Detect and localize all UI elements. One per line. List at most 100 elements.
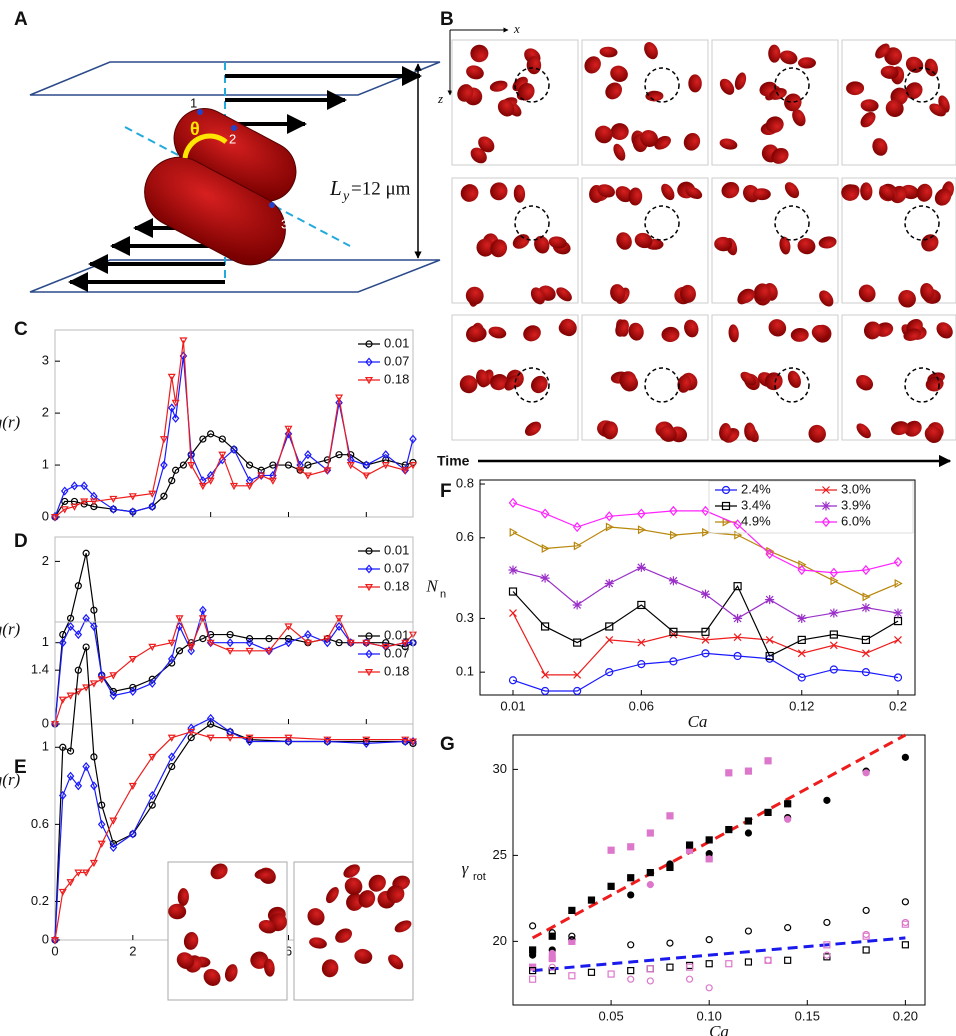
data-point [335,394,344,402]
cell [613,143,626,161]
data-point [509,609,517,617]
cell [470,147,487,164]
data-point [90,491,98,501]
data-point [861,635,871,645]
data-point [861,564,871,576]
data-point [705,936,713,944]
y-tick-label: 0.3 [456,610,474,625]
height-sub: y [341,189,350,204]
cell [884,47,903,66]
data-point [765,635,774,644]
data-point [548,967,556,975]
point-label: 2 [229,131,236,146]
data-point [666,939,674,947]
y-tick-label: 0.8 [456,475,474,490]
data-point [541,670,550,679]
data-point [109,672,118,680]
series-line [512,612,899,676]
data-point [637,600,646,610]
cell [916,183,933,202]
cell [659,425,677,442]
cell [654,135,671,150]
data-point [304,461,312,469]
data-point [245,736,254,747]
data-point [268,477,277,485]
data-point [245,461,254,469]
data-point [167,639,176,647]
legend-marker [364,669,374,677]
data-point [668,576,678,586]
data-point [829,630,838,639]
data-point [346,639,355,647]
data-point [627,843,635,851]
cell [183,931,199,950]
cell [530,375,548,394]
data-point [80,498,89,506]
cell [512,234,530,249]
y-tick-label: 2 [42,553,49,568]
x-tick-label: 0 [51,943,58,958]
cell [559,318,577,337]
data-point [823,951,831,959]
y-tick-label: 0 [42,715,49,730]
y-tick-label: 2 [42,405,49,420]
cell [513,184,526,203]
y-axis-label: g(r) [0,770,21,789]
data-point [893,616,903,626]
data-point [573,638,582,647]
data-point [148,801,156,809]
tracked-circle [514,367,550,403]
plot-frame [54,536,414,725]
data-point [362,736,371,744]
data-point [245,638,254,648]
data-point [381,462,390,470]
cell [176,952,194,970]
data-point [861,668,871,677]
data-point [829,567,839,578]
cell [307,908,325,926]
cell [737,288,755,304]
cell [921,234,939,252]
cell [753,283,771,302]
data-point [862,946,870,954]
bottom-plate [29,259,441,293]
data-point [89,859,98,868]
data-point [797,564,807,576]
cell [634,232,653,249]
data-point [284,461,293,469]
legend-marker [821,516,831,528]
tracked-circle [644,67,680,103]
x-tick-label: 0.06 [629,698,654,713]
data-point [226,630,234,639]
data-point [335,398,343,408]
data-point [167,373,176,381]
data-point [265,635,273,643]
data-point [568,932,576,940]
data-point [199,476,207,486]
data-point [304,630,312,640]
data-point [401,736,410,744]
data-point [733,613,743,623]
data-point [187,646,195,656]
data-point [128,655,137,664]
cell [714,236,733,252]
cell [460,184,479,202]
data-point [346,462,355,470]
data-point [604,578,614,589]
data-point [82,869,91,877]
data-point [226,647,235,656]
data-point [823,918,831,927]
data-point [646,965,654,973]
cell [530,287,546,305]
data-point [245,635,254,643]
cell [677,374,692,393]
data-point [172,466,180,474]
cell [811,324,830,341]
x-tick-label: 0.10 [697,1008,722,1023]
cell [490,374,508,391]
data-point [765,595,775,605]
cell [388,954,404,970]
data-point [604,511,614,522]
data-point [823,796,831,804]
cell [875,43,890,59]
